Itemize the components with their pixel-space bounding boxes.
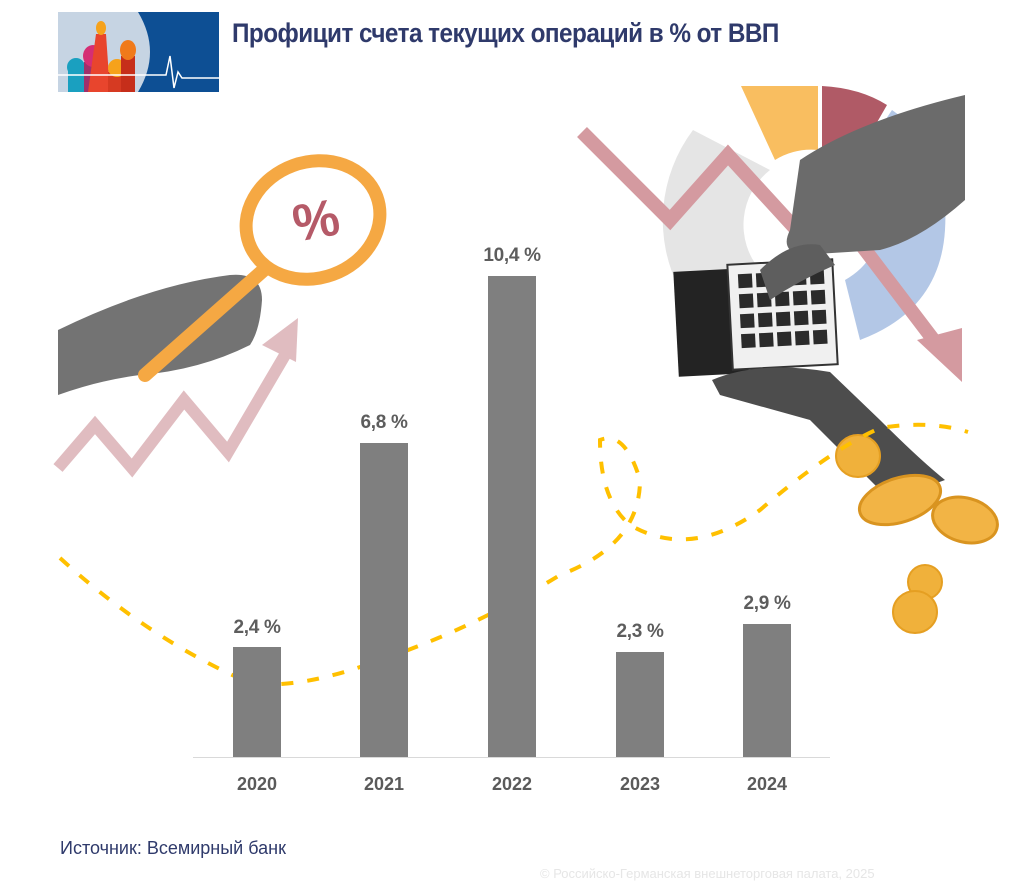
bar-value-label: 10,4 %	[483, 245, 541, 266]
bar-value-label: 2,4 %	[233, 617, 281, 638]
x-tick-label: 2020	[236, 774, 278, 794]
bar-value-label: 6,8 %	[360, 412, 408, 433]
x-tick-label: 2024	[746, 774, 788, 794]
x-tick-label: 2022	[491, 774, 533, 794]
bar-2020	[233, 647, 281, 757]
bar-2022	[488, 276, 536, 757]
bar-2024	[743, 624, 791, 757]
bar-2023	[616, 652, 664, 757]
dashed-curve-line	[58, 422, 969, 687]
bar-value-label: 2,3 %	[616, 621, 664, 642]
x-tick-label: 2023	[619, 774, 661, 794]
logo-cathedral-icon	[58, 12, 219, 92]
logo	[58, 12, 219, 92]
coins-icon	[835, 434, 999, 634]
source-note: Источник: Всемирный банк	[60, 838, 286, 858]
x-tick-label: 2021	[363, 774, 405, 794]
bar-2021	[360, 443, 408, 757]
up-trend-arrow-icon	[53, 351, 291, 478]
svg-text:%: %	[288, 188, 344, 253]
calculator-hands-icon	[673, 95, 965, 500]
bar-value-label: 2,9 %	[743, 593, 791, 614]
magnifier-hand-icon: %	[58, 154, 387, 395]
copyright-note: © Российско-Германская внешнеторговая па…	[540, 866, 875, 881]
x-axis-baseline	[193, 757, 830, 758]
chart-title: Профицит счета текущих операций в % от В…	[232, 18, 779, 48]
